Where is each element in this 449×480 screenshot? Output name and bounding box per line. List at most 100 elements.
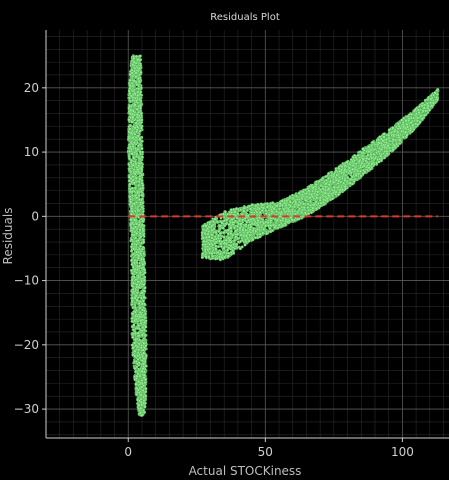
scatter-point [136, 274, 140, 278]
scatter-point [135, 291, 139, 295]
scatter-point [130, 262, 134, 267]
scatter-point [144, 390, 148, 394]
scatter-point [139, 318, 143, 322]
scatter-point [139, 173, 144, 177]
scatter-point [141, 299, 145, 303]
scatter-point [136, 77, 140, 81]
scatter-point [140, 333, 144, 337]
scatter-point [138, 315, 142, 319]
scatter-point [138, 270, 142, 275]
scatter-point [130, 68, 134, 72]
scatter-point [134, 359, 138, 364]
scatter-point [132, 261, 137, 265]
scatter-point [129, 268, 133, 273]
scatter-point [137, 193, 141, 197]
scatter-point [136, 354, 140, 358]
scatter-point [140, 167, 144, 171]
scatter-point [139, 321, 143, 325]
scatter-point [144, 325, 148, 329]
scatter-point [133, 366, 137, 370]
scatter-point [133, 66, 137, 71]
scatter-point [143, 381, 147, 385]
scatter-point [142, 346, 147, 350]
scatter-point [128, 149, 132, 153]
scatter-point [128, 86, 132, 90]
scatter-point [140, 369, 144, 373]
scatter-point [133, 306, 138, 310]
scatter-point [136, 58, 140, 62]
scatter-point [140, 385, 144, 389]
scatter-point [131, 332, 135, 336]
scatter-point [138, 104, 142, 108]
scatter-point [137, 403, 141, 407]
scatter-point [210, 233, 214, 237]
scatter-point [139, 400, 143, 404]
scatter-point [139, 70, 143, 75]
scatter-point [128, 99, 132, 103]
scatter-point [138, 161, 142, 165]
scatter-point [138, 310, 142, 314]
scatter-point [136, 118, 140, 123]
scatter-point [144, 387, 148, 391]
scatter-point [134, 54, 138, 58]
scatter-point [140, 302, 144, 306]
chart-title: Residuals Plot [210, 12, 280, 23]
scatter-point [127, 175, 131, 179]
scatter-point [131, 136, 135, 140]
scatter-point [139, 63, 143, 68]
scatter-point [141, 262, 145, 267]
scatter-point [134, 317, 138, 321]
scatter-point [138, 251, 142, 256]
scatter-point [140, 181, 144, 186]
scatter-point [134, 186, 138, 190]
scatter-point [133, 218, 137, 222]
scatter-point [128, 124, 132, 128]
scatter-point [134, 243, 139, 247]
scatter-point [142, 233, 146, 237]
scatter-point [128, 104, 132, 108]
scatter-point [138, 231, 142, 236]
scatter-point [138, 228, 142, 232]
scatter-point [132, 156, 136, 160]
scatter-point [136, 208, 140, 212]
scatter-point [138, 187, 142, 191]
scatter-point [141, 209, 145, 214]
scatter-point [134, 382, 138, 386]
scatter-point [130, 319, 134, 323]
scatter-point [134, 136, 138, 140]
scatter-point [131, 271, 135, 276]
scatter-point [144, 364, 148, 368]
scatter-point [136, 168, 140, 172]
scatter-point [129, 212, 133, 216]
scatter-point [142, 283, 146, 287]
scatter-point [139, 406, 143, 410]
scatter-point [130, 242, 134, 246]
scatter-point [134, 386, 139, 390]
scatter-point [131, 335, 135, 339]
scatter-point [141, 227, 145, 231]
scatter-point [140, 147, 144, 151]
scatter-point [130, 316, 134, 321]
scatter-point [136, 87, 141, 91]
scatter-point [131, 281, 135, 285]
scatter-point [129, 200, 133, 204]
scatter-point [142, 295, 146, 299]
scatter-point [138, 220, 142, 224]
scatter-point [139, 279, 144, 283]
scatter-point [132, 181, 136, 185]
scatter-point [139, 329, 143, 333]
scatter-point [127, 136, 131, 141]
scatter-point [142, 410, 147, 414]
scatter-point [143, 271, 147, 275]
scatter-point [142, 373, 146, 377]
scatter-point [129, 170, 133, 174]
scatter-point [130, 278, 134, 282]
scatter-point [139, 235, 143, 239]
scatter-point [134, 99, 139, 103]
scatter-point [136, 280, 140, 284]
scatter-point [133, 314, 137, 318]
scatter-point [129, 160, 133, 165]
scatter-point [130, 232, 134, 237]
scatter-point [144, 394, 148, 398]
scatter-point [132, 79, 136, 83]
